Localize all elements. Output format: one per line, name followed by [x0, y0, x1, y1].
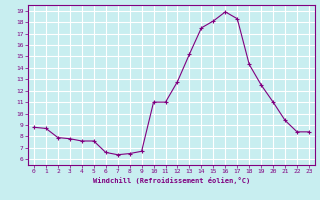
X-axis label: Windchill (Refroidissement éolien,°C): Windchill (Refroidissement éolien,°C) — [93, 177, 250, 184]
